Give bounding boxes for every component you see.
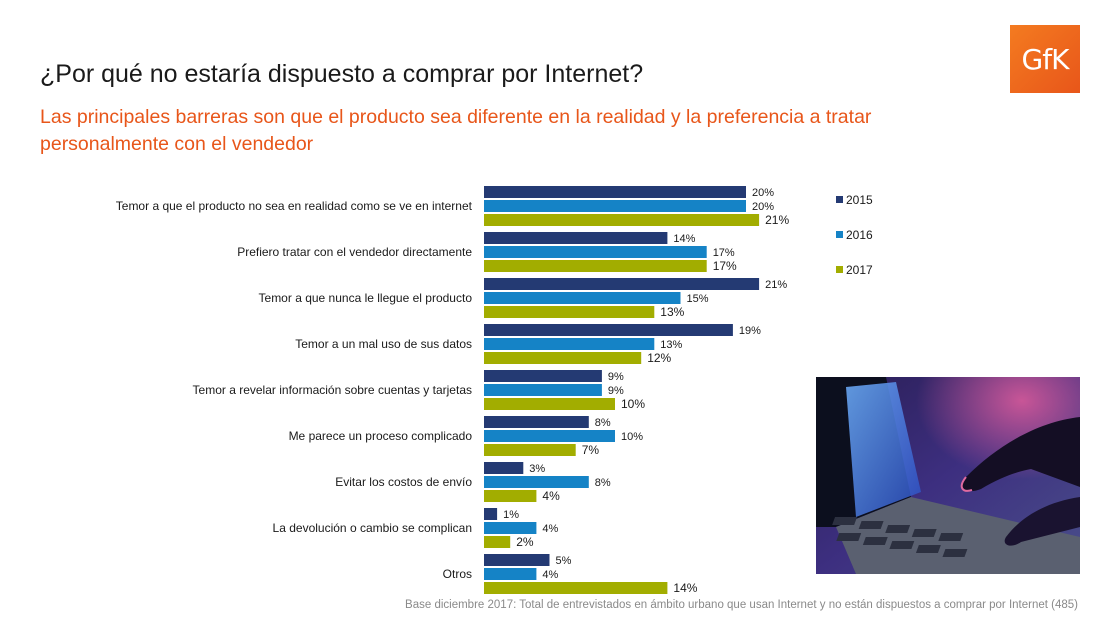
- legend-label: 2016: [846, 228, 873, 242]
- legend-swatch: [836, 266, 843, 273]
- bar-2015: [484, 232, 668, 244]
- page-subtitle: Las principales barreras son que el prod…: [40, 106, 872, 155]
- footnote: Base diciembre 2017: Total de entrevista…: [405, 599, 1078, 611]
- category-label: Temor a un mal uso de sus datos: [295, 337, 472, 351]
- data-label: 8%: [595, 477, 611, 489]
- data-label: 20%: [752, 201, 774, 213]
- data-label: 1%: [503, 509, 519, 521]
- category-label: Otros: [443, 567, 472, 581]
- data-label: 21%: [765, 213, 789, 227]
- category-label: Temor a que el producto no sea en realid…: [116, 199, 473, 213]
- data-label: 15%: [687, 293, 709, 305]
- bar-2016: [484, 246, 707, 258]
- data-label: 9%: [608, 385, 624, 397]
- data-label: 17%: [713, 259, 737, 273]
- category-label: Prefiero tratar con el vendedor directam…: [237, 245, 472, 259]
- bar-2016: [484, 430, 615, 442]
- category-label: Temor a revelar información sobre cuenta…: [193, 383, 472, 397]
- bar-2015: [484, 370, 602, 382]
- bar-2015: [484, 554, 550, 566]
- data-label: 14%: [673, 233, 695, 245]
- category-label: Temor a que nunca le llegue el producto: [259, 291, 473, 305]
- data-label: 9%: [608, 371, 624, 383]
- bar-2015: [484, 278, 760, 290]
- bar-2016: [484, 384, 602, 396]
- bar-2017: [484, 260, 707, 272]
- data-label: 13%: [660, 305, 684, 319]
- data-label: 17%: [713, 247, 735, 259]
- data-label: 4%: [542, 569, 558, 581]
- bar-2017: [484, 398, 615, 410]
- data-label: 5%: [556, 555, 572, 567]
- data-label: 14%: [673, 581, 697, 595]
- category-label: Me parece un proceso complicado: [289, 429, 473, 443]
- bar-2015: [484, 462, 524, 474]
- data-label: 2%: [516, 535, 534, 549]
- bar-2016: [484, 522, 537, 534]
- legend-label: 2015: [846, 193, 873, 207]
- hands-typing-on-laptop-image: [816, 377, 1080, 574]
- bar-2016: [484, 568, 537, 580]
- bar-2016: [484, 476, 589, 488]
- data-label: 4%: [542, 523, 558, 535]
- bar-2017: [484, 536, 511, 548]
- bar-2015: [484, 508, 498, 520]
- bar-2017: [484, 582, 668, 594]
- bar-2017: [484, 306, 655, 318]
- gfk-logo: GfK: [1010, 25, 1080, 93]
- bar-2017: [484, 444, 576, 456]
- category-label: Evitar los costos de envío: [335, 475, 472, 489]
- bar-2017: [484, 214, 760, 226]
- bar-2017: [484, 490, 537, 502]
- bar-2015: [484, 186, 746, 198]
- page-title: ¿Por qué no estaría dispuesto a comprar …: [40, 60, 644, 88]
- bar-2016: [484, 338, 655, 350]
- category-label: La devolución o cambio se complican: [273, 521, 472, 535]
- data-label: 8%: [595, 417, 611, 429]
- data-label: 21%: [765, 279, 787, 291]
- data-label: 3%: [529, 463, 545, 475]
- bar-2017: [484, 352, 642, 364]
- data-label: 19%: [739, 325, 761, 337]
- data-label: 12%: [647, 351, 671, 365]
- legend-swatch: [836, 231, 843, 238]
- bar-2016: [484, 200, 746, 212]
- bar-2016: [484, 292, 681, 304]
- data-label: 7%: [582, 443, 600, 457]
- data-label: 13%: [660, 339, 682, 351]
- data-label: 10%: [621, 431, 643, 443]
- data-label: 20%: [752, 187, 774, 199]
- data-label: 4%: [542, 489, 560, 503]
- legend-label: 2017: [846, 263, 873, 277]
- bar-2015: [484, 416, 589, 428]
- bar-2015: [484, 324, 733, 336]
- legend-swatch: [836, 196, 843, 203]
- data-label: 10%: [621, 397, 645, 411]
